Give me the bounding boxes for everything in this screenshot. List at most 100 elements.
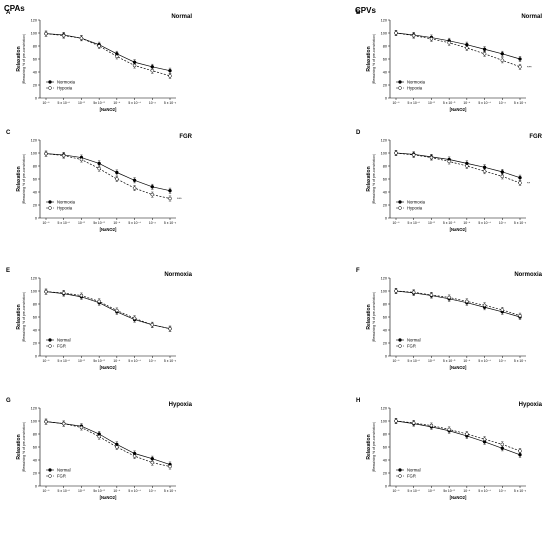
y-tick-label: 0 (35, 484, 37, 488)
y-tick-label: 20 (33, 203, 37, 207)
data-point (115, 170, 119, 175)
data-point (518, 57, 522, 61)
x-tick-label: 5 x 10⁻⁵ (443, 101, 456, 105)
series-line (395, 32, 521, 60)
data-point (44, 419, 48, 424)
x-tick-label: 5 x 10⁻³ (164, 489, 177, 493)
data-point (500, 170, 505, 174)
y-tick-label: 0 (385, 96, 387, 100)
y-tick-label: 40 (33, 190, 37, 194)
chart-svg: Relaxation (Remaining % of pre-constricti… (16, 276, 177, 370)
y-axis-sublabel: (Remaining % of pre-constriction) (372, 34, 376, 84)
y-tick-label: 120 (31, 138, 37, 142)
y-tick-label: 80 (383, 164, 387, 168)
y-tick-label: 40 (383, 70, 387, 74)
y-tick-label: 40 (33, 70, 37, 74)
data-point (168, 196, 172, 201)
data-point (132, 316, 137, 321)
data-point (447, 295, 451, 300)
y-tick-label: 0 (385, 484, 387, 488)
x-tick-label: 10⁻⁵ (78, 101, 86, 105)
x-tick-label: 10⁻⁵ (428, 221, 436, 225)
data-point (79, 36, 84, 40)
y-tick-label: 60 (383, 315, 387, 319)
data-point (132, 454, 137, 458)
y-tick-label: 20 (383, 341, 387, 345)
data-point (465, 46, 469, 50)
series-line (395, 290, 521, 318)
y-axis-label: Relaxation (366, 304, 372, 329)
data-point (150, 185, 155, 189)
data-point (132, 186, 137, 190)
data-point (97, 166, 101, 171)
data-point (79, 425, 84, 430)
data-point (482, 437, 487, 441)
chart-svg: Relaxation (Remaining % of pre-constricti… (16, 138, 182, 232)
legend-label: FGR (57, 343, 66, 348)
legend-label: FGR (407, 343, 416, 348)
x-tick-label: 5 x 10⁻⁴ (128, 489, 141, 493)
chart-panel-h: Relaxation (Remaining % of pre-constricti… (356, 398, 546, 508)
chart-svg: Relaxation (Remaining % of pre-constricti… (366, 406, 527, 500)
data-point (429, 155, 434, 160)
y-tick-label: 0 (35, 354, 37, 358)
series-line (45, 291, 171, 330)
x-tick-label: 5x 10⁻⁵ (443, 489, 455, 493)
y-tick-label: 80 (383, 432, 387, 436)
data-point (97, 434, 101, 439)
x-tick-label: 5 x 10⁻⁴ (128, 221, 141, 225)
legend-marker (48, 468, 52, 472)
y-axis-label: Relaxation (16, 304, 22, 329)
data-point (518, 449, 522, 453)
x-axis-label: [NaNO2] (100, 365, 117, 370)
x-tick-label: 10⁻⁴ (113, 221, 121, 225)
chart-title: Normoxia (514, 272, 542, 278)
y-tick-label: 40 (383, 458, 387, 462)
data-point (447, 427, 451, 432)
y-tick-label: 100 (31, 151, 37, 155)
legend-marker (48, 206, 52, 210)
x-tick-label: 5 x 10⁻³ (514, 221, 527, 225)
data-point (150, 65, 155, 69)
chart-title: FGR (179, 134, 192, 140)
y-axis-sublabel: (Remaining % of pre-constriction) (22, 34, 26, 84)
data-point (500, 446, 505, 451)
x-axis-label: [NaNO2] (450, 365, 467, 370)
chart-title: Normal (171, 14, 192, 20)
legend-marker (398, 80, 402, 84)
y-axis-sublabel: (Remaining % of pre-constriction) (22, 292, 26, 342)
x-tick-label: 5 x 10⁻⁶ (58, 489, 71, 493)
chart-title: Hypoxia (518, 402, 542, 408)
data-point (44, 31, 48, 36)
column-header-cpas: CPAs (4, 4, 25, 13)
x-tick-label: 5 x 10⁻⁶ (408, 489, 421, 493)
data-point (482, 47, 487, 51)
data-point (500, 442, 505, 447)
y-tick-label: 0 (385, 216, 387, 220)
series-line (395, 420, 521, 456)
chart-panel-f: Relaxation (Remaining % of pre-constricti… (356, 268, 546, 378)
y-tick-label: 0 (385, 354, 387, 358)
x-tick-label: 10⁻⁵ (78, 359, 86, 363)
data-point (150, 68, 155, 73)
x-tick-label: 5 x 10⁻⁴ (128, 101, 141, 105)
x-tick-label: 10⁻⁵ (428, 101, 436, 105)
y-axis-sublabel: (Remaining % of pre-constriction) (22, 422, 26, 472)
y-tick-label: 20 (383, 203, 387, 207)
y-tick-label: 80 (33, 164, 37, 168)
chart-svg: Relaxation (Remaining % of pre-constricti… (366, 138, 531, 232)
data-point (79, 157, 84, 162)
data-point (115, 445, 119, 449)
x-tick-label: 5 x 10⁻⁶ (58, 101, 71, 105)
y-axis-label: Relaxation (16, 434, 22, 459)
x-tick-label: 5 x 10⁻³ (164, 221, 177, 225)
legend-marker (398, 468, 402, 472)
y-tick-label: 0 (35, 216, 37, 220)
series-line (45, 153, 171, 199)
y-tick-label: 40 (383, 328, 387, 332)
data-point (61, 291, 66, 295)
data-point (447, 159, 451, 164)
y-axis-sublabel: (Remaining % of pre-constriction) (372, 292, 376, 342)
x-tick-label: 10⁻⁴ (463, 489, 471, 493)
chart-panel-b: Relaxation (Remaining % of pre-constricti… (356, 10, 546, 120)
